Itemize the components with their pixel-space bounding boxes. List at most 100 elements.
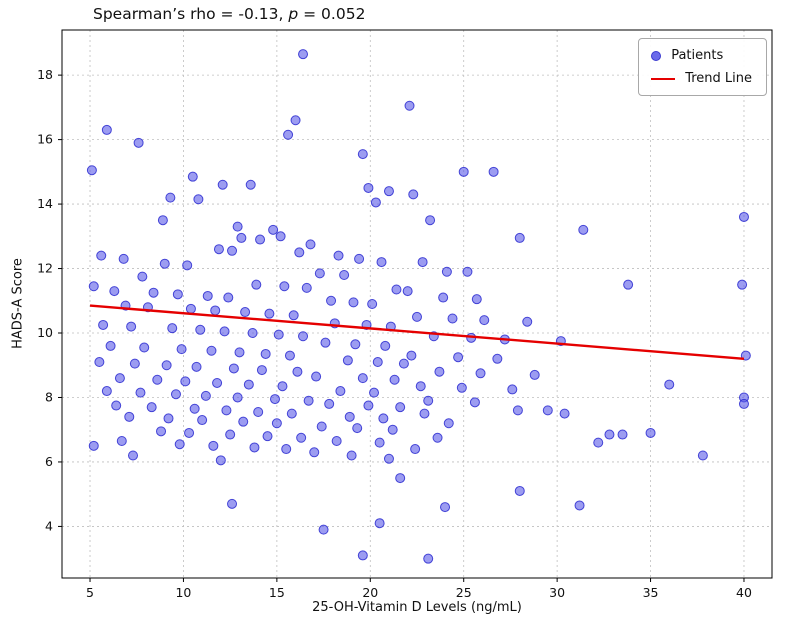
data-point xyxy=(217,179,228,190)
y-tick-label: 8 xyxy=(45,389,53,404)
data-point xyxy=(471,294,482,305)
data-point xyxy=(172,289,183,300)
data-point xyxy=(184,427,195,438)
x-tick-label: 40 xyxy=(736,585,752,600)
data-point xyxy=(443,418,454,429)
data-point xyxy=(398,358,409,369)
data-point xyxy=(88,440,99,451)
data-point xyxy=(174,439,185,450)
data-point xyxy=(165,192,176,203)
data-point xyxy=(180,376,191,387)
chart-title-prefix: Spearman’s rho = -0.13, xyxy=(93,5,289,23)
data-point xyxy=(251,279,262,290)
data-point xyxy=(273,329,284,340)
chart-title-p-symbol: p xyxy=(288,5,299,23)
data-point xyxy=(167,323,178,334)
x-axis-label: 25-OH-Vitamin D Levels (ng/mL) xyxy=(312,600,522,615)
data-point xyxy=(462,266,473,277)
legend-item-patients: Patients xyxy=(651,48,752,63)
data-point xyxy=(331,436,342,446)
x-tick-label: 15 xyxy=(269,585,285,600)
trend-line xyxy=(89,304,745,360)
data-point xyxy=(118,253,129,264)
data-point xyxy=(374,518,385,529)
data-point xyxy=(281,444,292,455)
data-point xyxy=(357,550,368,561)
data-point xyxy=(664,379,675,390)
x-tick-label: 5 xyxy=(86,585,94,600)
data-point xyxy=(215,455,226,466)
data-point xyxy=(389,374,400,385)
data-point xyxy=(374,437,385,448)
data-point xyxy=(383,453,394,464)
data-point xyxy=(529,369,540,380)
data-point xyxy=(423,395,434,406)
data-point xyxy=(574,500,585,511)
x-tick-label: 35 xyxy=(643,585,659,600)
y-tick-label: 6 xyxy=(45,454,53,469)
data-point xyxy=(236,232,247,243)
data-point xyxy=(232,221,243,232)
data-point xyxy=(116,436,127,446)
data-point xyxy=(133,137,144,148)
data-point xyxy=(146,402,157,413)
data-point xyxy=(256,365,267,376)
data-point xyxy=(350,339,361,350)
data-point xyxy=(645,427,656,438)
data-point xyxy=(514,232,525,243)
legend-label-trend-line: Trend Line xyxy=(685,71,752,86)
data-point xyxy=(176,344,187,355)
data-point xyxy=(292,366,303,377)
data-point xyxy=(593,437,604,448)
data-point xyxy=(221,405,232,416)
data-point xyxy=(105,340,116,351)
data-point xyxy=(283,129,294,140)
data-point xyxy=(284,350,295,361)
data-point xyxy=(604,429,615,440)
data-point xyxy=(305,239,316,250)
data-point xyxy=(298,331,309,342)
data-point xyxy=(333,250,344,261)
data-point xyxy=(324,398,335,409)
data-point xyxy=(135,387,146,398)
data-point xyxy=(227,245,238,256)
plot-frame xyxy=(61,29,773,579)
data-point xyxy=(187,171,198,182)
data-point xyxy=(617,429,628,440)
data-point xyxy=(488,166,499,177)
data-point xyxy=(94,357,105,368)
data-point xyxy=(514,485,525,496)
data-point xyxy=(301,282,312,293)
y-tick-label: 4 xyxy=(45,518,53,533)
data-point xyxy=(182,260,193,271)
data-point xyxy=(210,305,221,316)
x-tick-label: 20 xyxy=(362,585,378,600)
data-point xyxy=(163,413,174,424)
data-point xyxy=(255,234,266,245)
data-point xyxy=(288,310,299,321)
data-point xyxy=(212,377,223,388)
data-point xyxy=(114,373,125,384)
data-point xyxy=(238,416,249,427)
data-point xyxy=(109,286,120,297)
data-point xyxy=(419,408,430,419)
data-point xyxy=(357,373,368,384)
data-point xyxy=(232,392,243,403)
data-point xyxy=(298,49,309,60)
data-point xyxy=(344,411,355,422)
data-point xyxy=(367,299,378,309)
data-point xyxy=(326,295,337,306)
data-point xyxy=(423,553,434,564)
data-point xyxy=(447,313,458,324)
chart-title: Spearman’s rho = -0.13, p = 0.052 xyxy=(93,5,365,23)
data-point xyxy=(156,426,167,437)
data-point xyxy=(234,347,245,358)
data-point xyxy=(380,340,391,351)
data-point xyxy=(357,149,368,160)
data-point xyxy=(453,352,464,363)
data-point xyxy=(124,411,135,422)
trend-line-marker xyxy=(651,77,676,80)
data-point xyxy=(213,244,224,255)
data-point xyxy=(277,381,288,392)
data-point xyxy=(111,400,122,411)
